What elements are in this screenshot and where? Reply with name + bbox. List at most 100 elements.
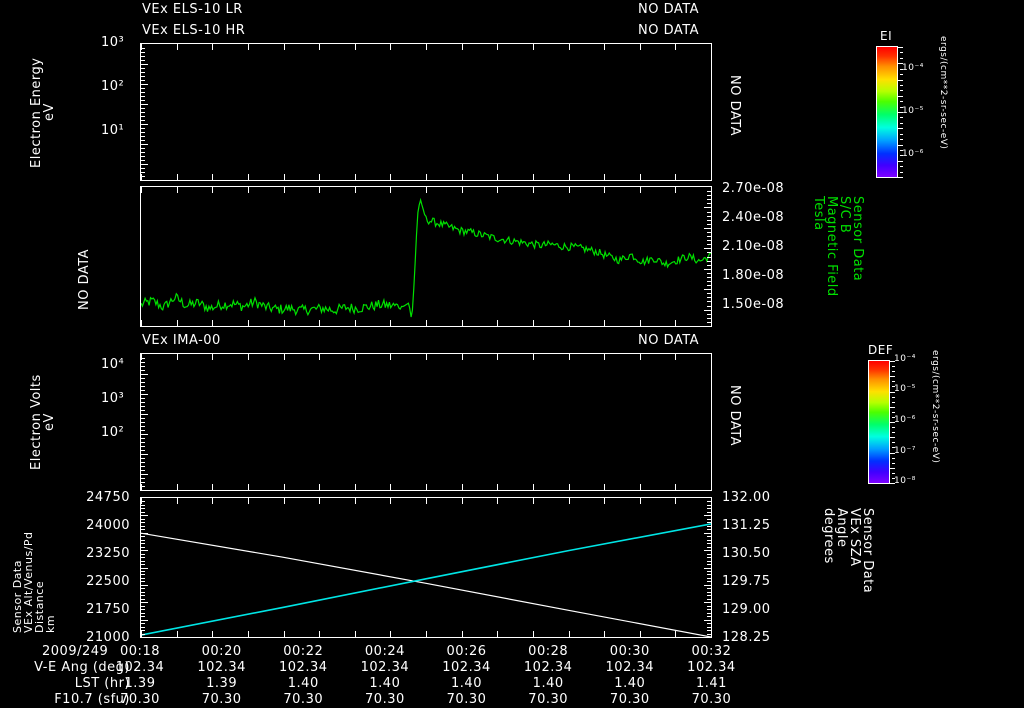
panel-ima-right-status: NO DATA xyxy=(727,385,742,447)
axis-tick xyxy=(462,498,463,504)
colorbar-tick xyxy=(900,166,903,167)
axis-minor-tick xyxy=(141,370,145,371)
panel-electron-volts xyxy=(140,353,712,491)
axis-minor-tick xyxy=(707,293,711,294)
colorbar-ei xyxy=(876,46,903,178)
panel-orbit-ytick-l-23250: 23250 xyxy=(86,546,130,561)
panel-els-title-hr: VEx ELS-10 HR xyxy=(142,23,246,38)
axis-tick xyxy=(355,174,356,180)
colorbar-tick xyxy=(892,458,895,459)
axis-minor-tick xyxy=(141,112,145,113)
axis-minor-tick xyxy=(707,540,711,541)
axis-minor-tick xyxy=(707,314,711,315)
axis-minor-tick xyxy=(141,148,145,149)
axis-minor-tick xyxy=(141,116,145,117)
axis-tick xyxy=(497,354,498,360)
axis-minor-tick xyxy=(707,224,711,225)
axis-tick xyxy=(177,354,178,360)
axis-minor-tick xyxy=(141,410,145,411)
axis-tick xyxy=(604,44,605,50)
axis-tick xyxy=(604,484,605,490)
footer-cell: 00:30 xyxy=(609,644,650,659)
axis-minor-tick xyxy=(141,362,145,363)
axis-minor-tick xyxy=(141,156,145,157)
axis-tick xyxy=(426,631,427,637)
axis-minor-tick xyxy=(141,64,148,65)
panel-orbit-ytick-l-24000: 24000 xyxy=(86,518,130,533)
panel-orbit-ytick-r-12975: 129.75 xyxy=(722,574,771,589)
axis-minor-tick xyxy=(707,216,711,217)
axis-tick xyxy=(604,498,605,504)
axis-minor-tick xyxy=(707,592,711,593)
footer-cell: 1.41 xyxy=(695,676,727,691)
axis-minor-tick xyxy=(141,56,145,57)
colorbar-tick xyxy=(892,381,895,382)
colorbar-ei-tick-2: 10⁻⁶ xyxy=(902,149,924,159)
colorbar-tick xyxy=(892,473,895,474)
axis-tick xyxy=(248,44,249,50)
axis-tick xyxy=(355,484,356,490)
colorbar-def-tick-2: 10⁻⁶ xyxy=(894,415,916,425)
axis-minor-tick xyxy=(704,515,711,516)
axis-minor-tick xyxy=(704,550,711,551)
colorbar-tick xyxy=(897,112,903,113)
axis-tick xyxy=(569,320,570,326)
axis-minor-tick xyxy=(707,529,711,530)
footer-cell: 102.34 xyxy=(523,660,573,675)
colorbar-tick xyxy=(892,366,895,367)
axis-minor-tick xyxy=(707,301,711,302)
panel-orbit-ytick-r-12900: 129.00 xyxy=(722,602,771,617)
axis-minor-tick xyxy=(141,390,145,391)
axis-tick xyxy=(177,320,178,326)
colorbar-ei-gradient xyxy=(877,47,897,177)
axis-minor-tick xyxy=(141,84,148,85)
axis-tick xyxy=(533,631,534,637)
axis-tick xyxy=(248,631,249,637)
axis-minor-tick xyxy=(141,96,145,97)
axis-minor-tick xyxy=(141,585,148,586)
axis-tick xyxy=(212,187,213,193)
colorbar-tick xyxy=(889,453,895,454)
colorbar-tick xyxy=(900,74,903,75)
axis-minor-tick xyxy=(141,172,145,173)
axis-tick xyxy=(497,484,498,490)
axis-minor-tick xyxy=(141,588,145,589)
axis-tick xyxy=(604,320,605,326)
axis-tick xyxy=(711,174,712,180)
footer-cell: 102.34 xyxy=(197,660,246,675)
axis-minor-tick xyxy=(707,616,711,617)
panel-ima-ylabel: Electron Volts eV xyxy=(29,374,57,471)
axis-minor-tick xyxy=(704,310,711,311)
footer-cell: 1.40 xyxy=(287,676,319,691)
footer-cell: 00:32 xyxy=(691,644,732,659)
colorbar-tick xyxy=(900,139,903,140)
axis-minor-tick xyxy=(141,136,145,137)
axis-minor-tick xyxy=(707,322,711,323)
axis-minor-tick xyxy=(141,358,145,359)
axis-tick xyxy=(390,631,391,637)
axis-minor-tick xyxy=(707,501,711,502)
axis-tick xyxy=(533,484,534,490)
axis-minor-tick xyxy=(141,470,145,471)
axis-tick xyxy=(426,484,427,490)
axis-minor-tick xyxy=(707,547,711,548)
orbit-traces xyxy=(141,523,711,637)
axis-tick xyxy=(533,320,534,326)
colorbar-tick xyxy=(897,63,903,64)
colorbar-tick xyxy=(892,386,895,387)
axis-minor-tick xyxy=(141,613,145,614)
colorbar-tick xyxy=(897,47,903,48)
axis-minor-tick xyxy=(141,128,145,129)
axis-minor-tick xyxy=(141,543,145,544)
axis-tick xyxy=(711,320,712,326)
axis-minor-tick xyxy=(141,595,145,596)
axis-tick xyxy=(426,44,427,50)
colorbar-tick xyxy=(889,376,895,377)
axis-minor-tick xyxy=(704,269,711,270)
footer-cell: 1.39 xyxy=(206,676,238,691)
axis-tick xyxy=(497,44,498,50)
colorbar-ei-tick-0: 10⁻⁴ xyxy=(902,63,924,73)
colorbar-tick xyxy=(897,161,903,162)
axis-tick xyxy=(711,631,712,637)
axis-tick xyxy=(675,498,676,504)
